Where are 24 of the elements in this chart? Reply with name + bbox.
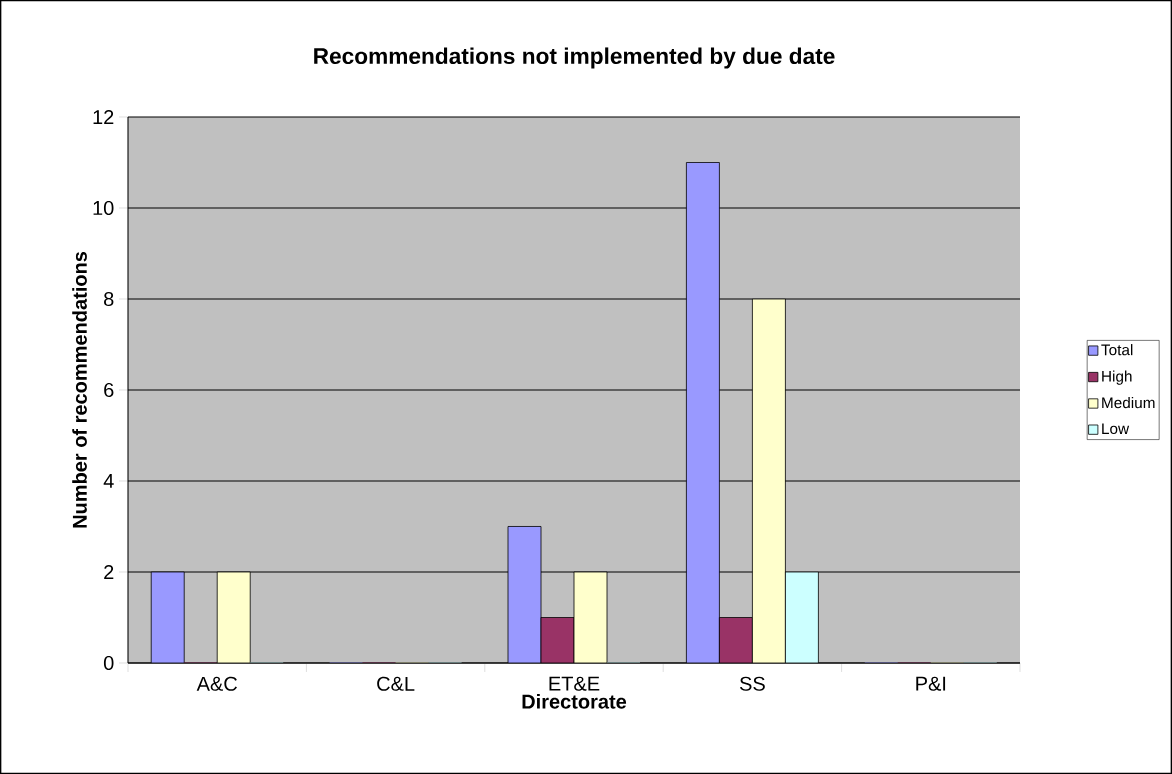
y-tick-label: 12: [93, 110, 114, 124]
x-tick-label: SS: [739, 676, 765, 691]
y-tick-label: 4: [103, 474, 114, 488]
x-tick-label: A&C: [196, 676, 237, 691]
x-tick-label: P&I: [916, 676, 946, 691]
y-tick-label: 2: [104, 565, 114, 579]
legend-label: Low: [1102, 423, 1130, 435]
y-tick-label: 8: [104, 291, 114, 307]
y-tick-label: 0: [103, 655, 114, 671]
legend-label: Total: [1101, 344, 1133, 356]
x-tick-label: C&L: [377, 676, 415, 691]
y-tick-label: 10: [93, 200, 114, 216]
y-axis-title: Number of recommendations: [72, 251, 87, 528]
legend-label: High: [1102, 370, 1132, 385]
bar: [752, 298, 786, 663]
legend-label: Medium: [1102, 396, 1155, 409]
bar: [719, 617, 753, 663]
bar: [540, 617, 575, 663]
bar: [573, 571, 608, 663]
bar: [216, 571, 251, 663]
chart-title: Recommendations not implemented by due date: [314, 47, 835, 69]
y-tick-label: 6: [104, 382, 114, 398]
x-axis-title: Directorate: [522, 694, 627, 709]
x-tick-label: ET&E: [549, 676, 600, 691]
